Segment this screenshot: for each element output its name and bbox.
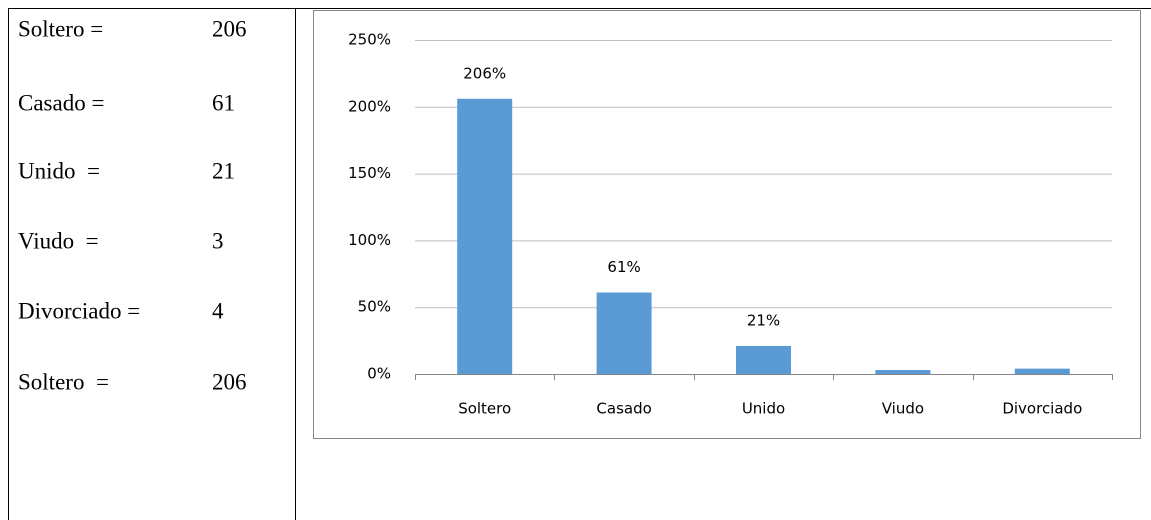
y-tick-label: 50% <box>358 298 391 316</box>
x-tick-label: Casado <box>596 400 651 418</box>
item-value: 206 <box>212 369 247 394</box>
chart-frame <box>313 10 1141 439</box>
bar <box>457 98 513 374</box>
item-value: 61 <box>212 90 235 115</box>
x-tick-label: Viudo <box>882 400 924 418</box>
item-value: 206 <box>212 16 247 41</box>
x-tick-label: Divorciado <box>1002 400 1082 418</box>
y-tick-label: 250% <box>348 31 391 49</box>
item-label: Viudo = <box>18 228 99 253</box>
x-tick-label: Soltero <box>458 400 511 418</box>
bar <box>596 292 652 374</box>
item-label: Unido = <box>18 158 100 183</box>
item-value: 4 <box>212 298 224 323</box>
bar <box>875 369 931 374</box>
item-value: 21 <box>212 158 235 183</box>
y-tick-label: 200% <box>348 97 391 115</box>
item-label: Divorciado = <box>18 298 140 323</box>
data-label: 61% <box>607 258 640 276</box>
data-label: 206% <box>463 64 506 82</box>
y-tick-label: 150% <box>348 164 391 182</box>
y-tick-label: 0% <box>367 365 391 383</box>
item-label: Soltero = <box>18 16 103 41</box>
data-label: 21% <box>747 311 780 329</box>
y-tick-label: 100% <box>348 231 391 249</box>
item-value: 3 <box>212 228 224 253</box>
bar <box>1014 368 1070 374</box>
x-tick-label: Unido <box>742 400 785 418</box>
item-label: Soltero = <box>18 369 109 394</box>
bar <box>736 345 791 374</box>
item-label: Casado = <box>18 90 104 115</box>
